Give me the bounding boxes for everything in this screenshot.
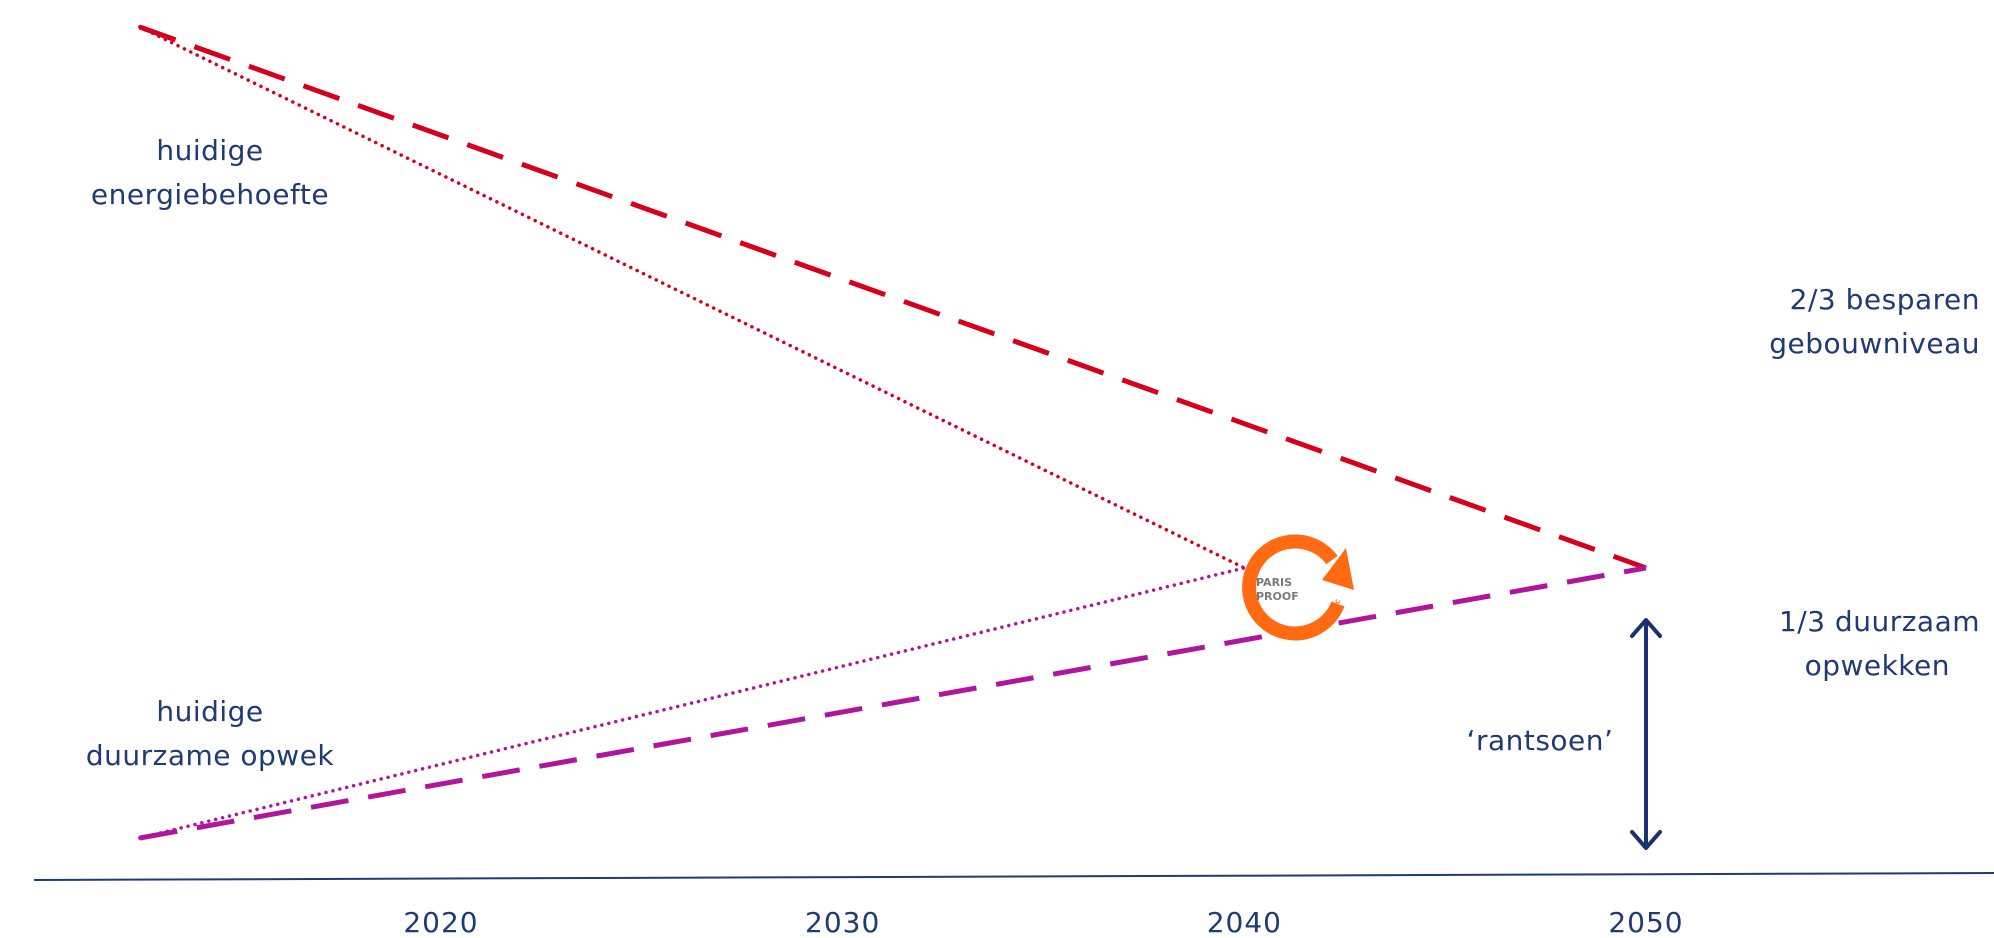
series-supply-dashed bbox=[139, 565, 1647, 841]
x-tick-label: 2020 bbox=[403, 906, 478, 938]
series-demand-dashed bbox=[138, 24, 1647, 571]
label-save-2: gebouwniveau bbox=[1769, 327, 1980, 360]
label-current-demand-1: huidige bbox=[156, 134, 263, 167]
label-current-supply-2: duurzame opwek bbox=[86, 739, 335, 772]
series-demand-dotted bbox=[138, 25, 1247, 570]
series-supply-dotted bbox=[138, 566, 1247, 840]
x-tick-label: 2050 bbox=[1608, 906, 1683, 938]
x-tick-labels: 2020 2030 2040 2050 bbox=[403, 906, 1683, 938]
logo-text-proof: PROOF bbox=[1256, 590, 1299, 603]
logo-arrowhead-icon bbox=[1322, 548, 1354, 590]
label-generate-1: 1/3 duurzaam bbox=[1779, 605, 1980, 638]
label-current-demand-2: energiebehoefte bbox=[91, 178, 329, 211]
label-generate-2: opwekken bbox=[1805, 649, 1950, 682]
x-tick-label: 2030 bbox=[805, 906, 880, 938]
logo-ring-icon bbox=[1242, 534, 1345, 641]
paris-proof-logo: PARIS PROOF DGBC bbox=[1242, 534, 1354, 641]
x-tick-label: 2040 bbox=[1207, 906, 1282, 938]
x-axis-line bbox=[33, 872, 1994, 881]
ration-arrow bbox=[1630, 618, 1662, 850]
label-current-supply-1: huidige bbox=[156, 695, 263, 728]
label-ration: ‘rantsoen’ bbox=[1467, 724, 1614, 757]
logo-text-paris: PARIS bbox=[1256, 576, 1292, 589]
series-layer bbox=[138, 24, 1647, 841]
label-save-1: 2/3 besparen bbox=[1790, 283, 1980, 316]
